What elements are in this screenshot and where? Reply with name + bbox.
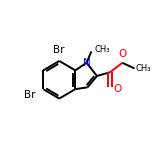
- Text: Br: Br: [24, 90, 36, 100]
- Text: Br: Br: [53, 45, 64, 55]
- Text: N: N: [83, 58, 90, 68]
- Text: O: O: [118, 49, 126, 59]
- Text: CH₃: CH₃: [94, 45, 110, 54]
- Text: CH₃: CH₃: [136, 64, 151, 73]
- Text: O: O: [113, 84, 121, 94]
